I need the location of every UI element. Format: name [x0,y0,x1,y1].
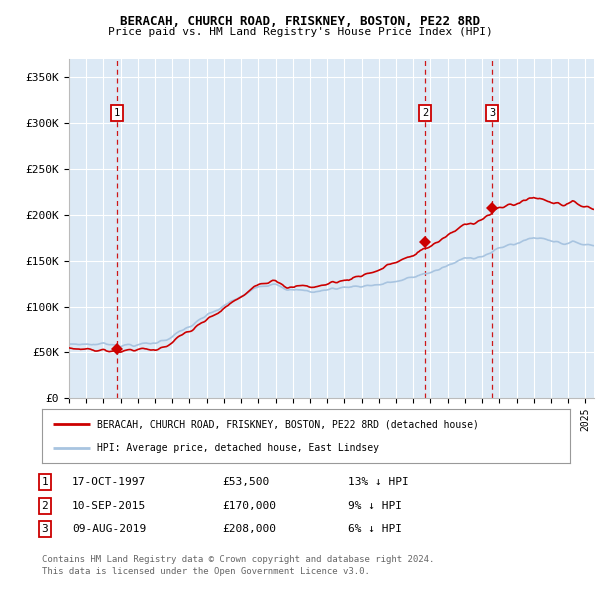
Text: 3: 3 [490,109,496,118]
Text: 2: 2 [422,109,428,118]
Text: BERACAH, CHURCH ROAD, FRISKNEY, BOSTON, PE22 8RD: BERACAH, CHURCH ROAD, FRISKNEY, BOSTON, … [120,15,480,28]
Text: 9% ↓ HPI: 9% ↓ HPI [348,501,402,510]
Text: £170,000: £170,000 [222,501,276,510]
Text: 1: 1 [114,109,120,118]
Text: 1: 1 [41,477,49,487]
Text: 2: 2 [41,501,49,510]
Text: 10-SEP-2015: 10-SEP-2015 [72,501,146,510]
Text: 3: 3 [41,525,49,534]
Text: £208,000: £208,000 [222,525,276,534]
Text: This data is licensed under the Open Government Licence v3.0.: This data is licensed under the Open Gov… [42,566,370,576]
Text: 13% ↓ HPI: 13% ↓ HPI [348,477,409,487]
Text: 09-AUG-2019: 09-AUG-2019 [72,525,146,534]
Text: £53,500: £53,500 [222,477,269,487]
Text: Price paid vs. HM Land Registry's House Price Index (HPI): Price paid vs. HM Land Registry's House … [107,27,493,37]
Text: Contains HM Land Registry data © Crown copyright and database right 2024.: Contains HM Land Registry data © Crown c… [42,555,434,564]
Text: BERACAH, CHURCH ROAD, FRISKNEY, BOSTON, PE22 8RD (detached house): BERACAH, CHURCH ROAD, FRISKNEY, BOSTON, … [97,419,479,429]
Text: HPI: Average price, detached house, East Lindsey: HPI: Average price, detached house, East… [97,443,379,453]
Text: 6% ↓ HPI: 6% ↓ HPI [348,525,402,534]
Text: 17-OCT-1997: 17-OCT-1997 [72,477,146,487]
